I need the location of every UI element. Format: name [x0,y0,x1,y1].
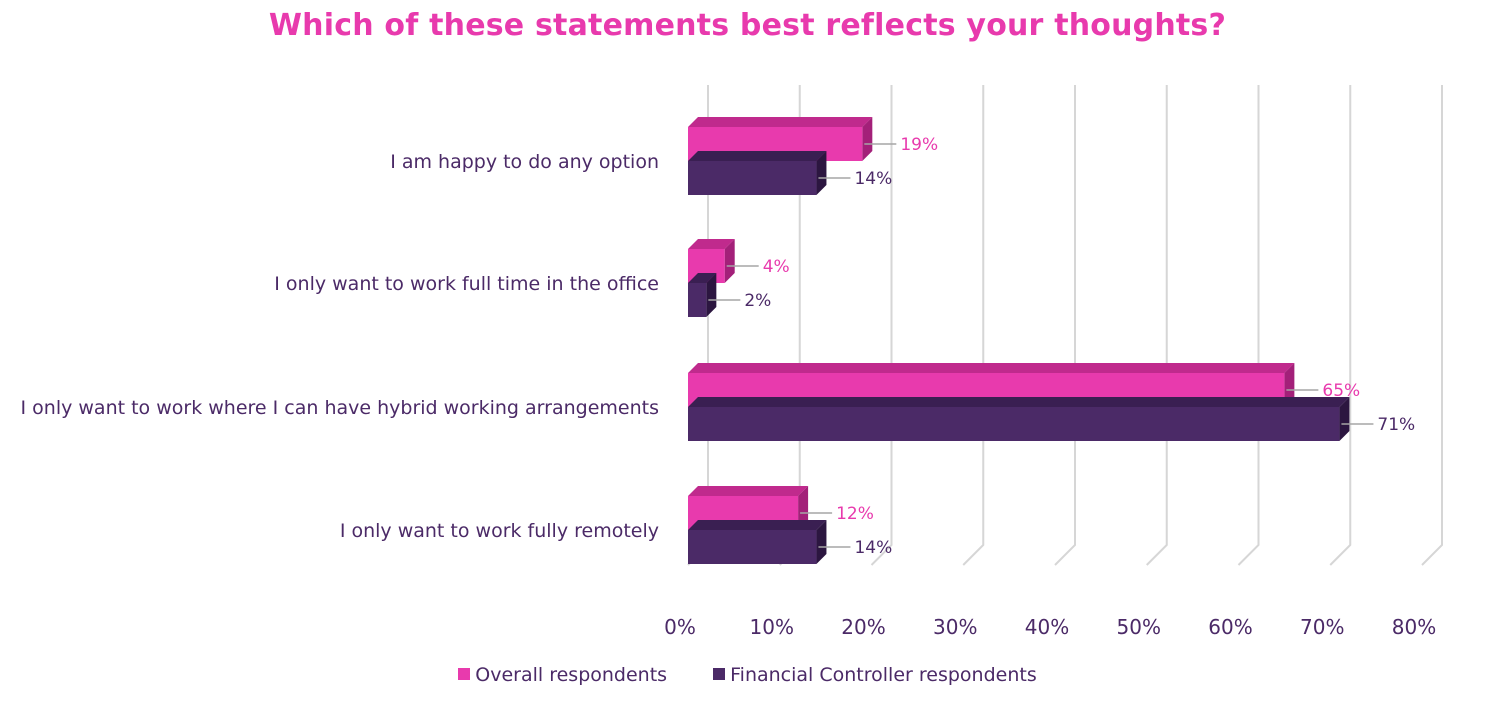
bar-financial-controller-top [688,151,827,161]
x-tick-label: 30% [933,615,977,639]
data-label-financial-controller: 14% [854,169,892,189]
category-label: I only want to work fully remotely [340,520,659,542]
gridline [870,85,893,566]
legend-item-overall: Overall respondents [458,664,667,686]
category-label: I am happy to do any option [390,151,659,173]
legend-item-financial-controller: Financial Controller respondents [713,664,1037,686]
bar-overall-side [862,117,873,161]
bar-financial-controller [688,151,827,195]
legend: Overall respondents Financial Controller… [0,664,1495,686]
gridline [1421,85,1443,566]
x-tick-label: 70% [1300,615,1344,639]
bar-financial-controller-front [688,283,707,317]
bar-overall-side [798,486,809,530]
bar-financial-controller [688,273,717,317]
bar-overall-top [688,239,735,249]
bar-financial-controller-front [688,161,817,195]
bar-financial-controller-top [688,397,1350,407]
x-tick-label: 40% [1025,615,1069,639]
x-tick-label: 0% [664,615,696,639]
bar-overall-top [688,117,873,127]
x-axis-ticks: 0% 10% 20% 30% 40% 50% 60% 70% 80% [664,615,1436,639]
bar-financial-controller-side [816,520,827,564]
gridline [962,85,985,566]
gridline [1237,85,1260,566]
legend-label-overall: Overall respondents [475,664,668,686]
bar-financial-controller [688,397,1350,441]
legend-label-financial-controller: Financial Controller respondents [730,664,1037,686]
data-label-financial-controller: 14% [854,538,892,558]
bar-overall-side [1284,363,1295,407]
bar-financial-controller-front [688,407,1340,441]
chart-title: Which of these statements best reflects … [268,8,1227,43]
bar-overall-top [688,363,1295,373]
x-tick-label: 20% [841,615,885,639]
category-labels: I am happy to do any option I only want t… [21,151,659,542]
bar-overall-side [724,239,735,283]
legend-swatch-financial-controller [713,668,726,680]
bar-financial-controller-side [816,151,827,195]
category-label: I only want to work full time in the off… [274,273,659,295]
data-labels: 19% 14% 4% 2% 65% 71% 12% 14% [708,135,1415,558]
bars [688,117,1350,564]
legend-swatch-overall [458,668,471,680]
x-tick-label: 50% [1117,615,1161,639]
data-label-financial-controller: 2% [744,291,771,311]
x-tick-label: 80% [1392,615,1436,639]
bar-financial-controller [688,520,827,564]
data-label-overall: 65% [1322,381,1360,401]
data-label-overall: 12% [836,504,874,524]
data-label-financial-controller: 71% [1377,415,1415,435]
bar-overall-top [688,486,809,496]
bar-financial-controller-side [706,273,717,317]
data-label-overall: 19% [900,135,938,155]
bar-financial-controller-front [688,530,817,564]
gridline [1146,85,1168,566]
bar-financial-controller-side [1339,397,1350,441]
bar-financial-controller-top [688,273,717,283]
gridline [1329,85,1352,566]
data-label-overall: 4% [763,257,790,277]
x-tick-label: 60% [1208,615,1252,639]
bar-financial-controller-top [688,520,827,530]
category-label: I only want to work where I can have hyb… [21,397,659,419]
x-tick-label: 10% [750,615,794,639]
gridline [1054,85,1076,566]
